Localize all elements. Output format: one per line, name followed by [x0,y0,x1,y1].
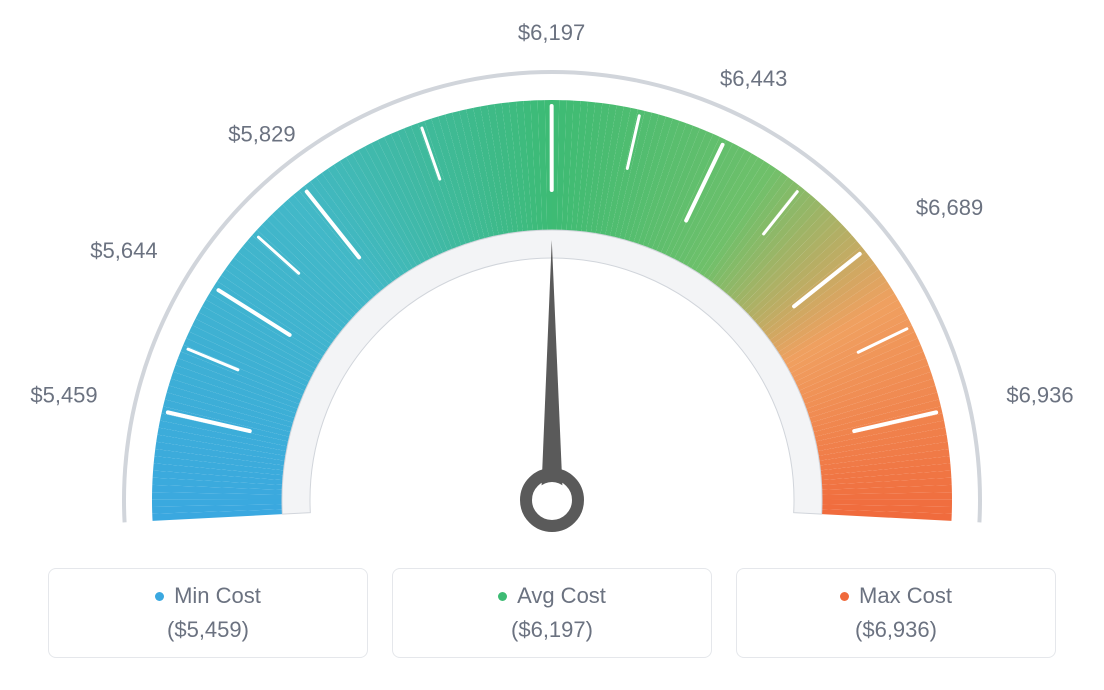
tick-label: $5,459 [30,382,97,407]
avg-cost-title: Avg Cost [517,583,606,609]
min-cost-title: Min Cost [174,583,261,609]
tick-label: $5,644 [90,238,157,263]
max-cost-value: ($6,936) [757,617,1035,643]
max-cost-title: Max Cost [859,583,952,609]
min-cost-card: Min Cost ($5,459) [48,568,368,658]
avg-bullet-icon [498,592,507,601]
avg-cost-card: Avg Cost ($6,197) [392,568,712,658]
min-bullet-icon [155,592,164,601]
tick-label: $5,829 [228,121,295,146]
gauge-chart: $5,459 $5,644 $5,829 $6,197 $6,443 $6,689 $6,9… [0,0,1104,560]
tick-label: $6,936 [1006,382,1073,407]
min-cost-value: ($5,459) [69,617,347,643]
gauge-area: $5,459 $5,644 $5,829 $6,197 $6,443 $6,689 $6,9… [0,0,1104,560]
summary-row: Min Cost ($5,459) Avg Cost ($6,197) Max … [0,568,1104,658]
min-cost-title-row: Min Cost [69,583,347,609]
tick-label: $6,197 [518,20,585,45]
max-bullet-icon [840,592,849,601]
tick-label: $6,689 [916,195,983,220]
max-cost-title-row: Max Cost [757,583,1035,609]
max-cost-card: Max Cost ($6,936) [736,568,1056,658]
gauge-needle [541,240,563,500]
avg-cost-title-row: Avg Cost [413,583,691,609]
cost-gauge-container: $5,459 $5,644 $5,829 $6,197 $6,443 $6,689 $6,9… [0,0,1104,690]
avg-cost-value: ($6,197) [413,617,691,643]
needle-hub-inner [534,482,570,518]
tick-label: $6,443 [720,66,787,91]
